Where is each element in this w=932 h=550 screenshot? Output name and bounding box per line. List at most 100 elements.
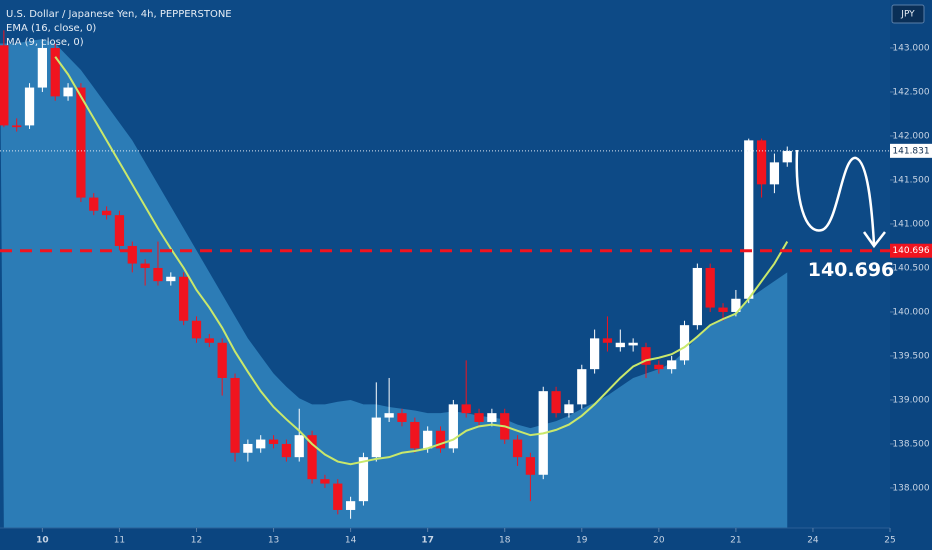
candle-body: [307, 435, 317, 480]
candle-body: [191, 320, 202, 339]
indicator-label: EMA (16, close, 0): [6, 23, 96, 34]
y-tick-label: 139.500: [892, 351, 929, 361]
candle-body: [12, 125, 22, 128]
x-tick-label: 21: [730, 536, 741, 546]
candle-body: [551, 391, 561, 414]
candle-body: [756, 140, 767, 185]
y-tick-label: 142.500: [892, 87, 929, 97]
candle-body: [281, 443, 292, 458]
candle-body: [692, 267, 702, 326]
x-tick-label: 12: [191, 536, 202, 546]
candle-body: [654, 364, 664, 370]
candle-body: [268, 439, 279, 444]
forecast-arrow: [795, 149, 876, 245]
indicator-label: MA (9, close, 0): [6, 37, 84, 48]
candle-body: [423, 430, 433, 449]
plot: [0, 30, 890, 528]
ema-band: [0, 39, 788, 528]
candle-body: [397, 413, 407, 422]
candle-body: [782, 150, 792, 163]
candle-body: [602, 338, 613, 343]
x-tick-label: 20: [653, 536, 665, 546]
ma-line: [54, 56, 789, 466]
x-tick-label: 11: [114, 536, 125, 546]
candle-body: [667, 360, 677, 370]
candle-body: [345, 501, 356, 510]
y-tick-label: 143.000: [892, 43, 929, 53]
candle-body: [371, 417, 381, 458]
y-tick-label: 140.000: [892, 307, 929, 317]
y-tick-label: 141.000: [892, 219, 929, 229]
candle-body: [731, 298, 741, 312]
candle-body: [487, 413, 497, 422]
price-axis: [890, 0, 932, 550]
candle-body: [166, 276, 176, 282]
y-tick-label: 141.500: [892, 175, 929, 185]
y-tick-label: 140.500: [892, 263, 929, 273]
candle-body: [89, 197, 99, 211]
candle-body: [230, 377, 240, 453]
candle-body: [564, 404, 574, 414]
candle-body: [0, 45, 9, 126]
candle-body: [256, 439, 266, 449]
x-tick-label: 25: [884, 536, 895, 546]
candle-body: [448, 404, 458, 449]
y-tick-label: 139.000: [892, 395, 929, 405]
currency-button[interactable]: [891, 4, 925, 24]
y-tick-label: 142.000: [892, 131, 929, 141]
axes: 138.000 138.500 139.000 139.500 140.000 140.5…: [36, 43, 932, 546]
candle-body: [217, 342, 227, 378]
candle-body: [358, 457, 369, 502]
candle-body: [474, 413, 484, 422]
candle-body: [204, 338, 214, 343]
candle-body: [24, 87, 35, 126]
candle-body: [705, 267, 715, 308]
candle-body: [76, 87, 86, 198]
target-box: [890, 243, 932, 258]
candle-body: [410, 421, 420, 449]
candle-body: [512, 439, 523, 458]
candle-body: [333, 483, 343, 510]
candle-body: [140, 263, 150, 268]
candle-body: [435, 430, 446, 449]
candle-body: [641, 347, 651, 365]
x-tick-label: 10: [36, 536, 49, 546]
x-tick-label: 17: [421, 536, 434, 546]
arrow-head: [862, 231, 886, 249]
y-tick-label: 138.500: [892, 439, 929, 449]
chart-title: U.S. Dollar / Japanese Yen, 4h, PEPPERST…: [6, 9, 232, 20]
currency-label[interactable]: JPY: [900, 10, 915, 20]
last-price-box: [890, 143, 932, 158]
candle-body: [179, 276, 189, 321]
x-tick-label: 18: [499, 536, 511, 546]
candle-body: [577, 369, 587, 405]
candle-body: [320, 479, 330, 484]
candle-body: [153, 267, 163, 282]
candle-body: [718, 307, 728, 312]
candle-body: [63, 87, 73, 97]
candle-body: [679, 325, 690, 361]
x-tick-label: 24: [807, 536, 819, 546]
time-axis: [0, 528, 932, 550]
candle-body: [114, 215, 125, 246]
target-annotation: 140.696: [808, 259, 895, 281]
candle-body: [744, 140, 754, 299]
candle-body: [384, 413, 394, 418]
candle-body: [615, 342, 625, 348]
candle-body: [127, 245, 137, 264]
candle-body: [525, 457, 536, 475]
candle-body: [50, 47, 60, 97]
target-axis-label: 140.696: [892, 246, 929, 256]
candle-body: [101, 210, 112, 216]
x-tick-label: 19: [576, 536, 588, 546]
y-tick-label: 138.000: [892, 483, 929, 493]
candle-body: [769, 162, 780, 185]
candle-body: [589, 338, 600, 370]
candle-body: [243, 443, 253, 453]
candle-body: [461, 404, 471, 414]
candle-body: [37, 47, 48, 88]
candle-body: [628, 342, 638, 346]
x-tick-label: 13: [268, 536, 279, 546]
